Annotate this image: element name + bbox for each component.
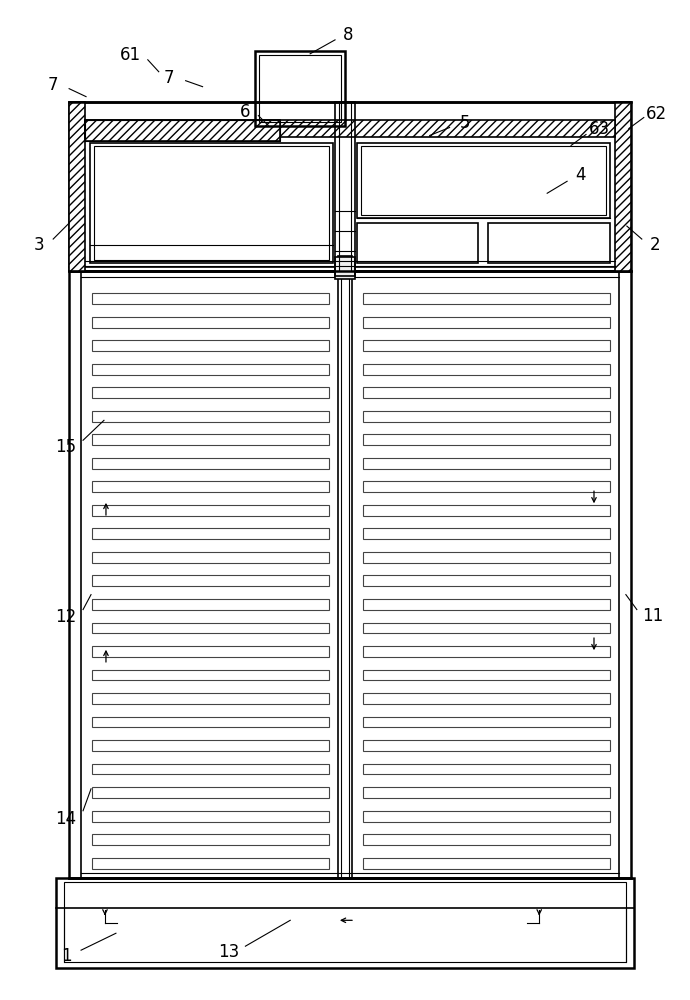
Bar: [92, 293, 329, 304]
Bar: [615, 102, 631, 271]
Bar: [363, 740, 610, 751]
Bar: [92, 764, 329, 774]
Text: 15: 15: [56, 438, 77, 456]
Bar: [363, 481, 610, 492]
Bar: [92, 787, 329, 798]
Bar: [64, 882, 626, 962]
Bar: [363, 387, 610, 398]
Bar: [92, 670, 329, 680]
Bar: [85, 120, 280, 141]
Bar: [92, 693, 329, 704]
Bar: [94, 146, 329, 260]
Text: 63: 63: [589, 120, 609, 138]
Bar: [363, 811, 610, 822]
Bar: [81, 271, 619, 878]
Bar: [92, 340, 329, 351]
Bar: [363, 834, 610, 845]
Bar: [92, 317, 329, 328]
Bar: [69, 102, 85, 271]
Bar: [363, 317, 610, 328]
Text: 14: 14: [56, 810, 77, 828]
Bar: [361, 146, 606, 215]
Bar: [92, 646, 329, 657]
Bar: [69, 271, 631, 878]
Bar: [92, 458, 329, 469]
Bar: [255, 51, 345, 126]
Bar: [92, 811, 329, 822]
Bar: [92, 858, 329, 869]
Bar: [92, 528, 329, 539]
Bar: [363, 646, 610, 657]
Bar: [363, 458, 610, 469]
Bar: [363, 575, 610, 586]
Bar: [357, 143, 610, 218]
Bar: [363, 411, 610, 422]
Bar: [69, 102, 631, 271]
Bar: [363, 599, 610, 610]
Text: 3: 3: [34, 236, 45, 254]
Bar: [338, 256, 352, 878]
Bar: [363, 528, 610, 539]
Bar: [363, 434, 610, 445]
Text: 11: 11: [642, 607, 663, 625]
Text: 62: 62: [646, 105, 667, 123]
Text: 13: 13: [218, 943, 239, 961]
Text: 12: 12: [55, 608, 77, 626]
Bar: [85, 120, 280, 141]
Bar: [363, 717, 610, 727]
Bar: [56, 878, 634, 968]
Bar: [92, 575, 329, 586]
Text: 4: 4: [575, 166, 585, 184]
Text: 6: 6: [240, 103, 250, 121]
Text: 1: 1: [61, 947, 72, 965]
Bar: [85, 120, 615, 137]
Bar: [363, 293, 610, 304]
Bar: [363, 364, 610, 375]
Bar: [363, 552, 610, 563]
Bar: [92, 623, 329, 633]
Bar: [363, 340, 610, 351]
Bar: [92, 740, 329, 751]
Text: 5: 5: [460, 114, 470, 132]
Bar: [335, 102, 355, 276]
Bar: [363, 787, 610, 798]
Bar: [92, 364, 329, 375]
Bar: [92, 434, 329, 445]
Bar: [363, 858, 610, 869]
Bar: [357, 223, 478, 263]
Text: 8: 8: [343, 26, 353, 44]
Bar: [92, 505, 329, 516]
Text: 7: 7: [48, 76, 59, 94]
Bar: [363, 670, 610, 680]
Bar: [92, 599, 329, 610]
Bar: [363, 623, 610, 633]
Bar: [489, 223, 610, 263]
Bar: [92, 717, 329, 727]
Bar: [92, 834, 329, 845]
Text: 2: 2: [649, 236, 660, 254]
Bar: [92, 481, 329, 492]
Bar: [92, 411, 329, 422]
Bar: [363, 764, 610, 774]
Bar: [335, 257, 355, 279]
Text: 7: 7: [164, 69, 174, 87]
Bar: [90, 143, 333, 263]
Bar: [363, 693, 610, 704]
Bar: [92, 387, 329, 398]
Bar: [92, 552, 329, 563]
Bar: [259, 55, 341, 122]
Text: 61: 61: [120, 46, 141, 64]
Bar: [363, 505, 610, 516]
